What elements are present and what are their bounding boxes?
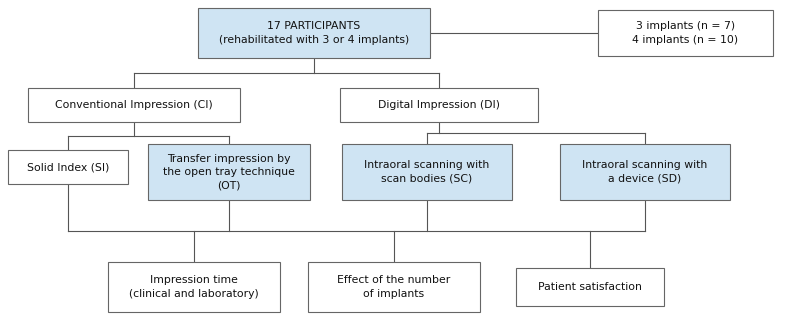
FancyBboxPatch shape — [340, 88, 538, 122]
FancyBboxPatch shape — [308, 262, 480, 312]
Text: 17 PARTICIPANTS
(rehabilitated with 3 or 4 implants): 17 PARTICIPANTS (rehabilitated with 3 or… — [219, 21, 409, 45]
FancyBboxPatch shape — [560, 144, 730, 200]
FancyBboxPatch shape — [342, 144, 512, 200]
Text: Patient satisfaction: Patient satisfaction — [538, 282, 642, 292]
FancyBboxPatch shape — [8, 150, 128, 184]
Text: Intraoral scanning with
a device (SD): Intraoral scanning with a device (SD) — [582, 160, 708, 184]
Text: Digital Impression (DI): Digital Impression (DI) — [378, 100, 500, 110]
FancyBboxPatch shape — [28, 88, 240, 122]
FancyBboxPatch shape — [198, 8, 430, 58]
Text: Conventional Impression (CI): Conventional Impression (CI) — [55, 100, 213, 110]
FancyBboxPatch shape — [148, 144, 310, 200]
FancyBboxPatch shape — [516, 268, 664, 306]
FancyBboxPatch shape — [598, 10, 773, 56]
Text: Transfer impression by
the open tray technique
(OT): Transfer impression by the open tray tec… — [163, 154, 295, 190]
Text: Effect of the number
of implants: Effect of the number of implants — [338, 276, 451, 299]
Text: Intraoral scanning with
scan bodies (SC): Intraoral scanning with scan bodies (SC) — [365, 160, 490, 184]
FancyBboxPatch shape — [108, 262, 280, 312]
Text: Solid Index (SI): Solid Index (SI) — [27, 162, 109, 172]
Text: Impression time
(clinical and laboratory): Impression time (clinical and laboratory… — [129, 276, 259, 299]
Text: 3 implants (n = 7)
4 implants (n = 10): 3 implants (n = 7) 4 implants (n = 10) — [633, 21, 739, 45]
